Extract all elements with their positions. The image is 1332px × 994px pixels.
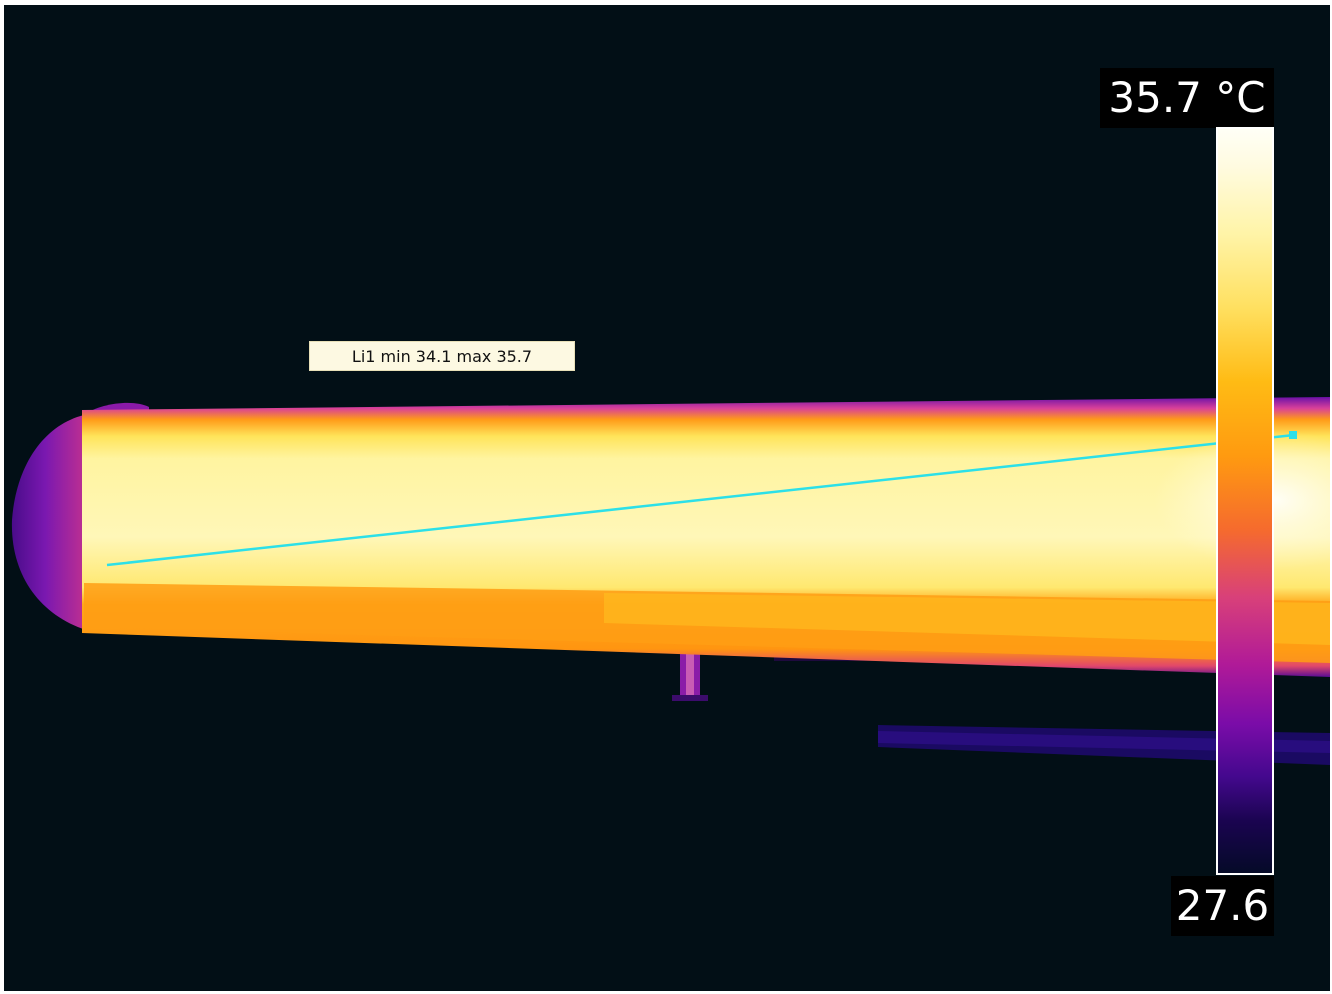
tank-support-leg-core (686, 645, 694, 697)
tank-lower-band-bright (604, 593, 1330, 645)
scale-max-label: 35.7 °C (1100, 68, 1274, 128)
thermal-image: Li1 min 34.1 max 35.7 35.7 °C 27.6 (4, 5, 1330, 991)
thermal-scene (11, 397, 1330, 765)
measurement-line-end-marker[interactable] (1289, 431, 1297, 439)
measurement-label: Li1 min 34.1 max 35.7 (309, 341, 575, 371)
tank-support-base (672, 695, 708, 701)
tank-end-cap (11, 415, 87, 630)
measurement-line (106, 433, 1295, 567)
scale-min-label: 27.6 (1171, 876, 1274, 936)
temperature-color-bar (1216, 127, 1274, 875)
